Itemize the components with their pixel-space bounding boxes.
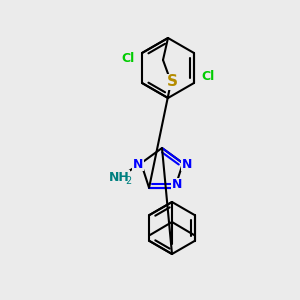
Text: N: N [182,158,192,171]
Text: NH: NH [109,171,130,184]
Text: Cl: Cl [201,70,214,83]
Text: 2: 2 [125,176,131,186]
Text: Cl: Cl [122,52,135,65]
Text: N: N [172,178,182,191]
Text: N: N [133,158,143,171]
Text: S: S [167,74,178,89]
